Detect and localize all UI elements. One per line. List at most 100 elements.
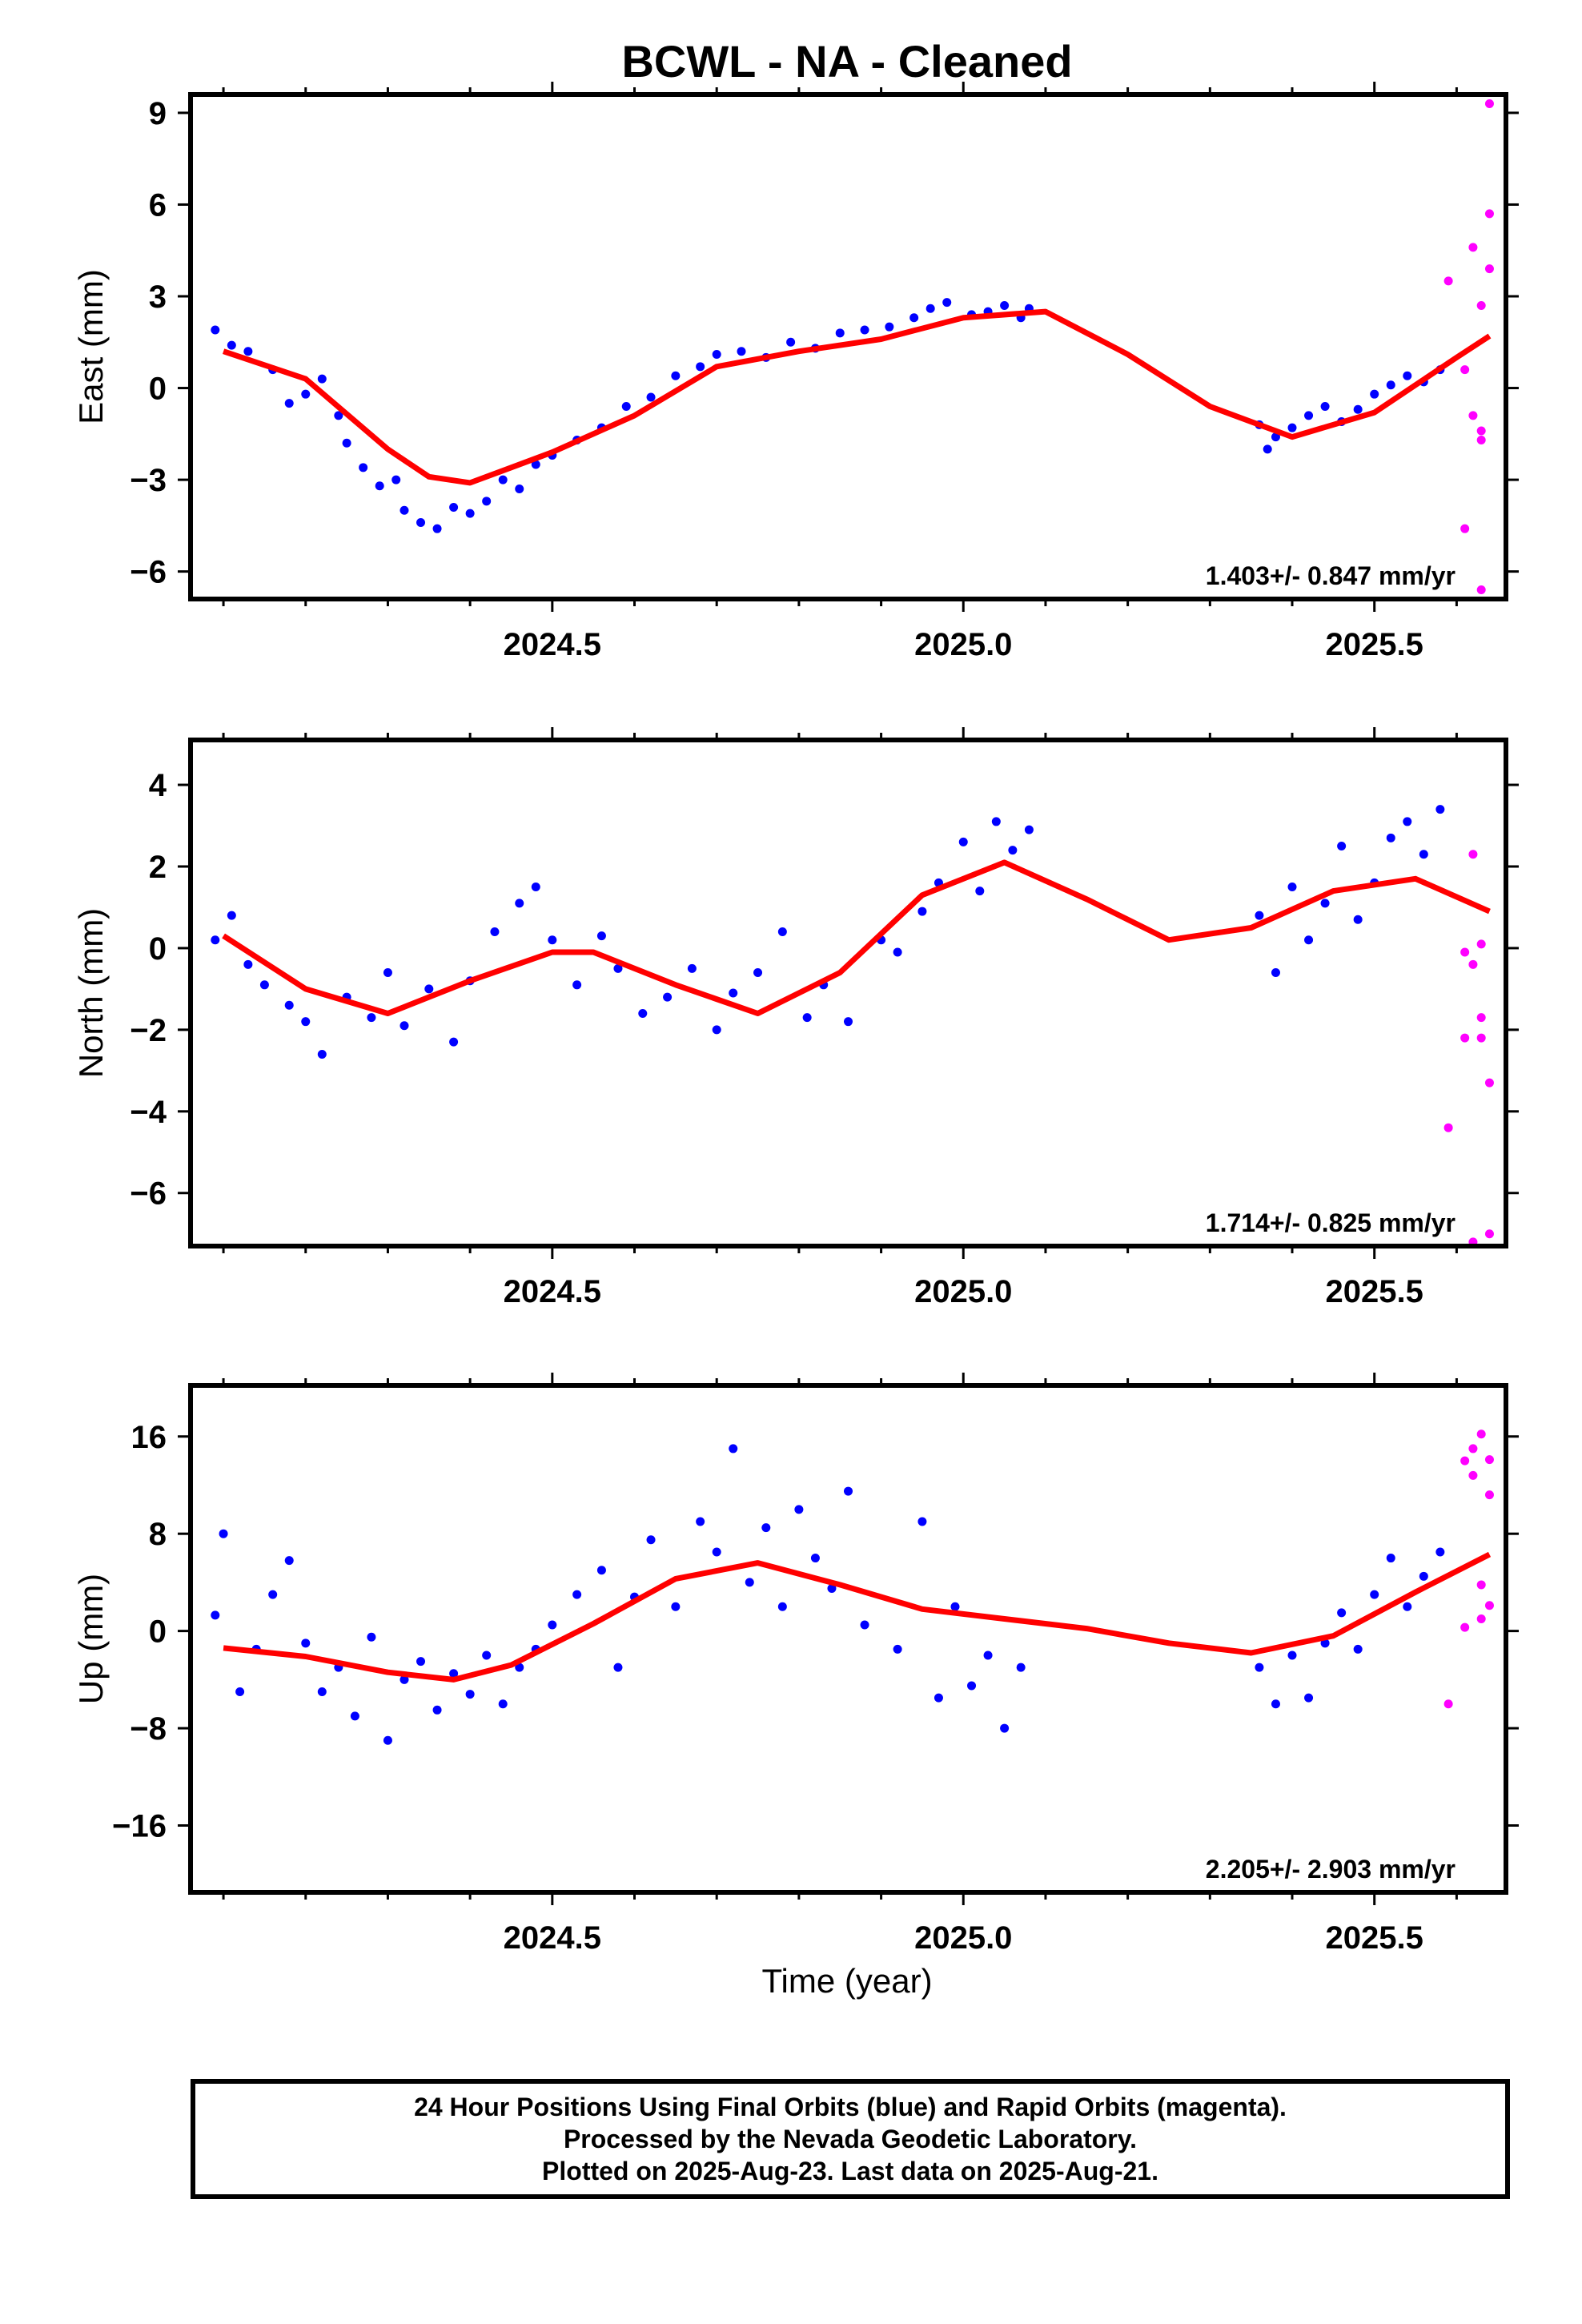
rapid-orbit-point <box>1476 300 1486 310</box>
final-orbit-point <box>596 931 606 941</box>
final-orbit-point <box>1435 1547 1445 1557</box>
final-orbit-point <box>432 1705 442 1715</box>
rapid-orbit-point <box>1476 435 1486 444</box>
final-orbit-point <box>515 899 524 908</box>
final-orbit-point <box>860 325 869 335</box>
final-orbit-point <box>835 328 845 338</box>
final-orbit-point <box>860 1620 869 1630</box>
y-tick-label: 0 <box>149 1614 167 1650</box>
final-orbit-point <box>449 502 459 512</box>
final-orbit-point <box>745 1578 754 1587</box>
final-orbit-point <box>696 362 705 372</box>
panels: 2024.5 2025.0 2025.5 9 6 3 0 −3 −6 East (mm) 1.403… <box>72 82 1519 1956</box>
final-orbit-point <box>753 968 763 978</box>
final-orbit-point <box>1000 300 1010 310</box>
rapid-orbit-point <box>1476 1033 1486 1043</box>
final-orbit-point <box>1304 1693 1314 1703</box>
final-orbit-point <box>383 1735 392 1745</box>
rapid-orbit-point <box>1476 1580 1486 1590</box>
final-orbit-point <box>1255 1663 1264 1672</box>
final-orbit-point <box>284 1000 294 1010</box>
final-orbit-point <box>712 1025 721 1035</box>
rapid-orbit-point <box>1484 1490 1494 1500</box>
final-orbit-point <box>621 401 631 411</box>
rapid-orbit-point <box>1476 1614 1486 1623</box>
final-orbit-point <box>1386 833 1395 842</box>
final-orbit-point <box>227 340 236 350</box>
final-orbit-point <box>827 1584 837 1594</box>
y-tick-label: 8 <box>149 1517 167 1552</box>
final-orbit-point <box>211 325 220 335</box>
info-box: 24 Hour Positions Using Final Orbits (bl… <box>191 2079 1510 2199</box>
final-orbit-point <box>317 1049 327 1059</box>
final-orbit-point <box>375 481 384 491</box>
final-orbit-point <box>211 1610 220 1620</box>
final-orbit-point <box>235 1687 245 1697</box>
final-orbit-point <box>1403 817 1412 826</box>
final-orbit-point <box>572 1590 582 1599</box>
plot-frame <box>188 1383 1508 1895</box>
chart-title: BCWL - NA - Cleaned <box>621 36 1072 86</box>
final-orbit-point <box>893 1644 902 1654</box>
final-orbit-point <box>482 1651 492 1660</box>
final-orbit-point <box>777 1602 787 1611</box>
y-tick-label: 9 <box>149 96 167 131</box>
final-orbit-point <box>893 947 902 957</box>
final-orbit-point <box>416 518 426 528</box>
final-orbit-point <box>449 1669 459 1679</box>
final-orbit-point <box>1419 1571 1428 1581</box>
final-orbit-point <box>596 1566 606 1575</box>
rapid-orbit-point <box>1484 209 1494 219</box>
x-tick-label: 2025.0 <box>914 627 1012 662</box>
final-orbit-point <box>301 1638 311 1648</box>
final-orbit-point <box>909 313 919 323</box>
final-orbit-point <box>802 1013 812 1023</box>
rapid-orbit-point <box>1476 1429 1486 1439</box>
final-orbit-point <box>211 935 220 945</box>
y-tick-label: −16 <box>112 1809 167 1844</box>
final-orbit-point <box>1304 935 1314 945</box>
final-orbit-point <box>301 1017 311 1027</box>
x-tick-label: 2025.5 <box>1326 1920 1423 1956</box>
final-orbit-point <box>482 497 492 506</box>
velocity-rate-label: 2.205+/- 2.903 mm/yr <box>1206 1855 1456 1884</box>
rapid-orbit-point <box>1484 264 1494 274</box>
model-curve <box>223 1551 1492 1683</box>
rapid-orbit-point <box>1468 411 1478 420</box>
final-orbit-point <box>350 1711 359 1721</box>
rapid-orbit-point <box>1484 1078 1494 1088</box>
rapid-orbit-point <box>1468 243 1478 252</box>
data-points <box>211 99 1494 595</box>
y-tick-label: −2 <box>130 1013 167 1048</box>
y-axis-title: North (mm) <box>72 908 110 1078</box>
y-tick-label: 2 <box>149 850 167 885</box>
final-orbit-point <box>1337 1608 1347 1618</box>
final-orbit-point <box>465 509 475 518</box>
final-orbit-point <box>1271 1699 1280 1709</box>
x-tick-label: 2024.5 <box>504 1274 601 1309</box>
final-orbit-point <box>227 911 236 920</box>
final-orbit-point <box>1353 1644 1363 1654</box>
final-orbit-point <box>367 1632 376 1642</box>
final-orbit-point <box>1353 915 1363 924</box>
rapid-orbit-point <box>1460 1033 1470 1043</box>
final-orbit-point <box>671 371 681 380</box>
final-orbit-point <box>646 1535 656 1545</box>
info-line-dates: Plotted on 2025-Aug-23. Last data on 202… <box>542 2157 1158 2185</box>
y-tick-label: 3 <box>149 279 167 315</box>
final-orbit-point <box>1271 432 1280 442</box>
model-curve <box>222 308 1492 486</box>
rapid-orbit-point <box>1476 939 1486 949</box>
panel-2: 2024.5 2025.0 2025.5 16 8 0 −8 −16 Up (mm) 2.205+… <box>72 1373 1519 1956</box>
final-orbit-point <box>1320 1638 1330 1648</box>
rapid-orbit-point <box>1468 1470 1478 1480</box>
final-orbit-point <box>958 837 968 846</box>
final-orbit-point <box>729 1444 738 1454</box>
y-tick-label: −6 <box>130 555 167 590</box>
panel-1: 2024.5 2025.0 2025.5 4 2 0 −2 −4 −6 North (mm) 1.7… <box>72 727 1519 1309</box>
final-orbit-point <box>531 882 540 891</box>
final-orbit-point <box>950 1602 960 1611</box>
panel-0: 2024.5 2025.0 2025.5 9 6 3 0 −3 −6 East (mm) 1.403… <box>72 82 1519 662</box>
rapid-orbit-point <box>1484 1229 1494 1239</box>
data-points <box>211 805 1494 1246</box>
